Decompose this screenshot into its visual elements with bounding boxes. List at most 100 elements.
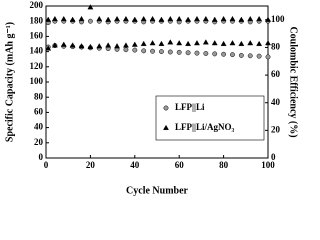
triangle-marker	[96, 15, 103, 22]
y-tick-label: 80	[34, 91, 44, 101]
y-tick-label: 120	[30, 61, 44, 71]
y-tick-label: 40	[34, 122, 44, 132]
circle-marker	[141, 48, 147, 54]
x-axis-title: Cycle Number	[126, 185, 188, 196]
circle-marker	[150, 48, 156, 54]
circle-marker	[167, 49, 173, 55]
circle-marker	[265, 54, 271, 60]
triangle-marker	[176, 40, 183, 46]
triangle-marker	[167, 39, 174, 45]
y2-tick-label: 60	[271, 69, 281, 79]
triangle-marker	[265, 40, 271, 46]
triangle-marker	[87, 43, 94, 50]
x-tick-label: 60	[175, 160, 185, 170]
circle-marker	[221, 51, 227, 57]
y-tick-label: 100	[30, 76, 44, 86]
triangle-marker	[185, 40, 192, 46]
triangle-marker	[51, 15, 58, 22]
triangle-marker	[69, 16, 76, 22]
triangle-marker	[105, 42, 112, 48]
triangle-marker	[220, 40, 227, 46]
triangle-marker	[194, 40, 200, 46]
y2-tick-label: 20	[271, 124, 281, 134]
x-tick-label: 100	[261, 160, 275, 170]
triangle-marker	[69, 42, 76, 48]
triangle-marker	[229, 40, 236, 46]
y-tick-label: 140	[30, 46, 44, 56]
circle-marker	[247, 53, 253, 59]
y-tick-label: 200	[30, 0, 44, 10]
x-tick-label: 80	[219, 160, 229, 170]
triangle-marker	[238, 40, 245, 46]
triangle-marker	[167, 15, 174, 22]
chart: Cycle Number Specific Capacity (mAh g⁻¹)…	[4, 0, 299, 196]
x-tick-label: 40	[130, 160, 140, 170]
triangle-marker	[60, 41, 67, 47]
circle-marker	[132, 47, 138, 53]
y2-tick-label: 0	[271, 152, 276, 162]
circle-marker	[230, 52, 235, 58]
y2-axis-title: Coulombic Efficiency (%)	[288, 26, 299, 137]
circle-marker	[238, 52, 244, 58]
triangle-marker	[158, 16, 165, 22]
y-tick-label: 60	[34, 106, 44, 116]
triangle-marker	[78, 15, 85, 22]
triangle-marker	[247, 40, 254, 46]
triangle-marker	[220, 15, 227, 22]
triangle-marker	[247, 15, 254, 22]
triangle-marker	[176, 15, 183, 22]
y-axis-title: Specific Capacity (mAh g⁻¹)	[4, 22, 15, 142]
triangle-marker	[131, 41, 138, 47]
triangle-marker	[140, 15, 147, 22]
y-tick-label: 180	[30, 15, 44, 25]
legend-box	[155, 95, 265, 141]
y2-tick-label: 80	[271, 42, 281, 52]
circle-marker	[87, 18, 93, 24]
y-tick-label: 20	[34, 137, 44, 147]
triangle-marker	[114, 15, 120, 22]
y2-tick-label: 100	[271, 14, 285, 24]
legend-marker	[163, 105, 169, 111]
triangle-marker	[256, 40, 263, 46]
triangle-marker	[185, 16, 192, 22]
circle-marker	[256, 53, 262, 59]
triangle-marker	[60, 15, 67, 22]
triangle-marker	[194, 15, 200, 22]
y2-tick-label: 40	[271, 97, 281, 107]
triangle-marker	[158, 40, 165, 46]
triangle-marker	[149, 40, 156, 46]
triangle-marker	[149, 15, 156, 22]
triangle-marker	[256, 15, 263, 22]
triangle-marker	[78, 43, 85, 49]
triangle-marker	[96, 43, 103, 49]
circle-marker	[158, 49, 164, 55]
triangle-marker	[45, 45, 52, 51]
circle-marker	[185, 50, 191, 56]
circle-marker	[203, 51, 209, 56]
x-tick-label: 0	[44, 160, 49, 170]
y-tick-label: 160	[30, 30, 44, 40]
circle-marker	[176, 49, 182, 55]
y-tick-label: 0	[39, 152, 44, 162]
circle-marker	[194, 50, 200, 56]
x-tick-label: 20	[86, 160, 96, 170]
triangle-marker	[131, 16, 138, 22]
triangle-marker	[229, 15, 236, 22]
circle-marker	[212, 51, 218, 57]
circle-marker	[123, 47, 129, 53]
triangle-marker	[211, 40, 218, 46]
legend-label: LFP||Li/AgNO₃	[175, 122, 234, 132]
triangle-marker	[202, 15, 209, 22]
triangle-marker	[114, 43, 120, 49]
triangle-marker	[238, 16, 245, 22]
legend-marker	[163, 124, 169, 131]
triangle-marker	[202, 39, 209, 45]
triangle-marker	[140, 40, 147, 46]
triangle-marker	[265, 16, 271, 22]
triangle-marker	[122, 15, 129, 22]
triangle-marker	[122, 42, 129, 48]
triangle-marker	[51, 42, 58, 48]
triangle-marker	[211, 16, 218, 22]
triangle-marker	[105, 16, 112, 22]
legend-label: LFP||Li	[175, 102, 205, 112]
